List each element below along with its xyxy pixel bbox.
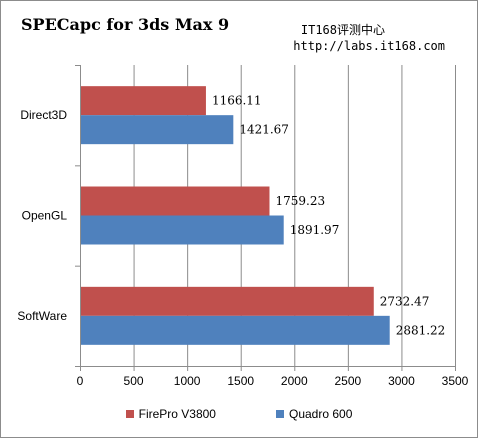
x-tick-label: 3500 — [442, 374, 469, 388]
bar-firepro — [81, 86, 206, 116]
bar-firepro — [81, 286, 374, 316]
x-tick-label: 1000 — [174, 374, 201, 388]
legend-item-firepro: FirePro V3800 — [125, 407, 216, 421]
category-label: OpenGL — [22, 209, 68, 223]
x-tick-label: 2000 — [281, 374, 308, 388]
legend-swatch-quadro — [275, 410, 284, 418]
legend: FirePro V3800 Quadro 600 — [1, 407, 477, 421]
watermark-line-2: http://labs.it168.com — [293, 39, 445, 53]
x-tick-label: 3000 — [388, 374, 415, 388]
data-label: 2881.22 — [396, 323, 446, 337]
plot-area: 0 500 1000 1500 2000 2500 3000 3500 Direct3D 1166… — [17, 65, 469, 388]
data-label: 2732.47 — [380, 294, 430, 308]
legend-label-quadro: Quadro 600 — [288, 407, 353, 421]
legend-item-quadro: Quadro 600 — [275, 407, 353, 421]
bar-firepro — [81, 186, 270, 216]
data-label: 1891.97 — [290, 223, 340, 237]
data-label: 1759.23 — [275, 194, 325, 208]
x-tick-label: 500 — [124, 374, 144, 388]
data-label: 1421.67 — [239, 123, 289, 137]
legend-swatch-firepro — [125, 410, 134, 418]
x-tick-label: 1500 — [227, 374, 254, 388]
x-tick-label: 0 — [77, 374, 84, 388]
category-label: Direct3D — [20, 108, 67, 122]
category-label: SoftWare — [17, 309, 67, 323]
legend-label-firepro: FirePro V3800 — [138, 407, 216, 421]
bar-quadro — [81, 215, 284, 245]
x-tick-label: 2500 — [335, 374, 362, 388]
data-label: 1166.11 — [212, 94, 262, 108]
bar-quadro — [81, 315, 390, 345]
watermark-line-1: IT168评测中心 — [300, 23, 385, 37]
chart-title: SPECapc for 3ds Max 9 — [21, 15, 230, 34]
bar-quadro — [81, 115, 234, 145]
